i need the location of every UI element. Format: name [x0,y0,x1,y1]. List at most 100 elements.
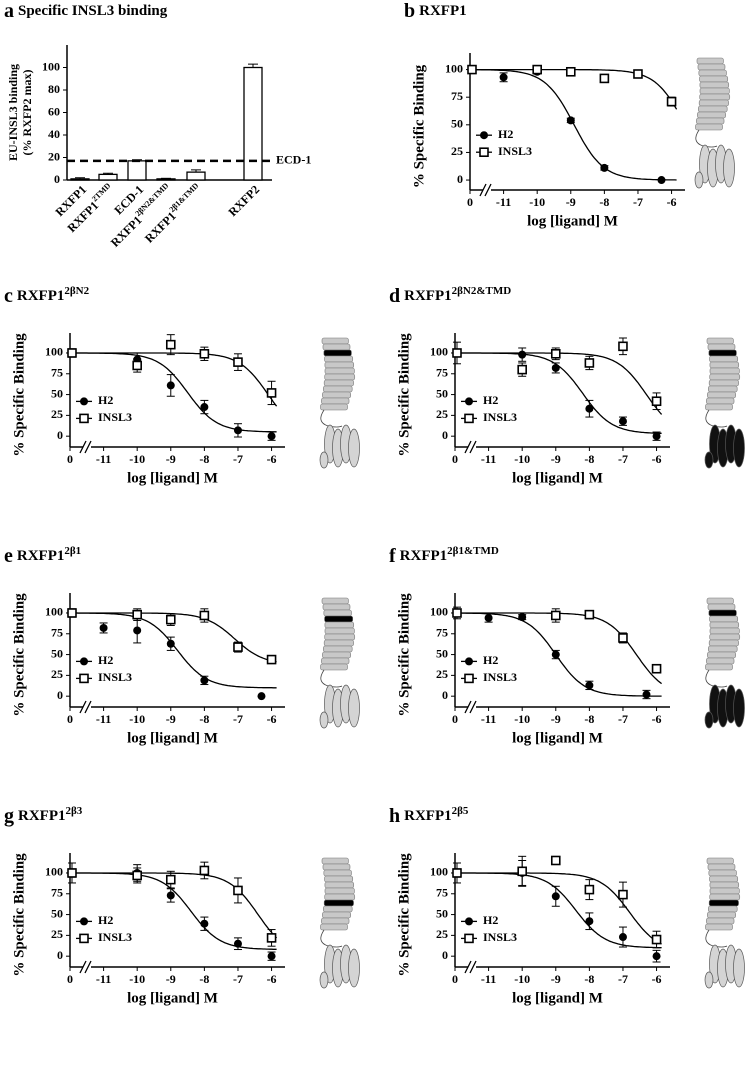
x-tick-label: -10 [514,452,530,466]
data-point [266,654,277,665]
ecd-segment [321,857,349,865]
x-tick-label: 0 [452,452,458,466]
ecd-segment [696,117,725,125]
ecd-segment [695,123,723,131]
data-point [166,891,175,900]
data-point [550,349,561,359]
panel-title-sup: 2βN2 [64,285,89,297]
ecd-segment [706,337,734,345]
panel-letter: c [4,285,13,307]
ecd-segment [706,857,734,865]
data-point [233,426,242,435]
panel-title: f RXFP12β1&TMD [389,545,499,567]
error-bar [103,172,113,175]
data-point [584,358,595,368]
legend-marker [80,657,88,666]
tm-helix [348,428,360,468]
y-tick-label: 0 [57,688,63,702]
data-point [99,623,108,632]
x-axis-label: log [ligand] M [527,213,618,229]
ecd-segment [323,905,353,913]
linker [320,929,343,948]
data-point [132,360,142,371]
receptor-icon [694,57,735,189]
tm-helix [348,948,360,988]
legend-marker [464,933,474,944]
y-tick-label: 20 [48,149,60,163]
data-point [652,952,661,961]
data-point [651,396,662,407]
ecd-segment [324,373,356,381]
tm-helix [319,711,329,729]
x-tick-label: -9 [166,712,176,726]
linker [320,409,343,428]
tm-helix [733,688,745,728]
ecd-segment [322,651,351,659]
data-point [618,633,628,643]
ecd-segment [708,639,739,647]
ecd-segment [705,663,733,671]
ecd-segment [321,397,350,405]
panel: g RXFP12β3 0 25 50 75 100 0 -11 -10 -9 -8 -7 -6 log [l… [4,805,360,1006]
ecd-segment [705,403,733,411]
x-tick-label: -7 [233,972,243,986]
data-point [67,868,77,878]
panel: b RXFP1 0 25 50 75 100 0 -11 -10 -9 -8 -7 -6 log [liga… [404,0,735,229]
data-point [452,868,462,878]
data-point [267,432,276,441]
fit-curve [470,69,677,181]
data-point [551,892,560,901]
ecd-segment [324,615,354,623]
ecd-segment [709,373,741,381]
x-tick-label: -8 [584,972,594,986]
receptor-icon [319,857,360,989]
error-bar [248,63,258,68]
x-tick-label: -10 [514,712,530,726]
ecd-segment [699,81,730,89]
x-tick-label-sup: 2TMD [90,181,113,204]
data-point [166,639,175,648]
axis-break [464,440,477,454]
x-tick-label: -8 [199,452,209,466]
legend-marker [480,131,488,140]
ecd-segment [706,397,735,405]
axis-break [464,960,477,974]
panel: d RXFP12βN2&TMD 0 25 50 75 100 0 -11 -10 -9 -8 -7 -6 l… [389,285,745,486]
receptor-icon [704,597,745,729]
data-point [600,163,609,172]
legend-marker [79,413,89,424]
panel-title: e RXFP12β1 [4,545,81,567]
panel-title-sup: 2β1 [64,545,81,557]
ecd-segment [323,639,354,647]
panel-title: c RXFP12βN2 [4,285,90,307]
ecd-segment [705,923,733,931]
panel-title-main: RXFP1 [17,548,65,564]
ecd-segment [322,603,351,611]
ecd-segment [708,609,737,617]
ecd-segment [322,863,351,871]
bar [243,66,263,181]
receptor-icon [704,857,745,989]
x-tick-label: -9 [551,452,561,466]
ecd-segment [324,361,355,369]
x-tick-label: -9 [166,972,176,986]
legend-label: INSL3 [483,410,517,424]
y-tick-label: 100 [45,345,63,359]
ecd-segment [320,923,348,931]
x-tick-label-sup: 2β1&TMD [167,181,200,214]
x-tick-label: 0 [67,712,73,726]
ecd-segment [708,379,739,387]
y-tick-label: 50 [51,646,63,660]
x-tick-label: -9 [566,195,576,209]
ecd-segment [698,105,728,113]
ecd-segment [322,911,351,919]
y-tick-label: 100 [430,865,448,879]
data-point [633,69,643,79]
data-point [133,626,142,635]
x-tick-label: -10 [129,712,145,726]
y-tick-label: 75 [436,366,448,380]
reference-label: ECD-1 [276,153,311,167]
ecd-segment [323,869,352,877]
x-tick-label: -10 [129,452,145,466]
